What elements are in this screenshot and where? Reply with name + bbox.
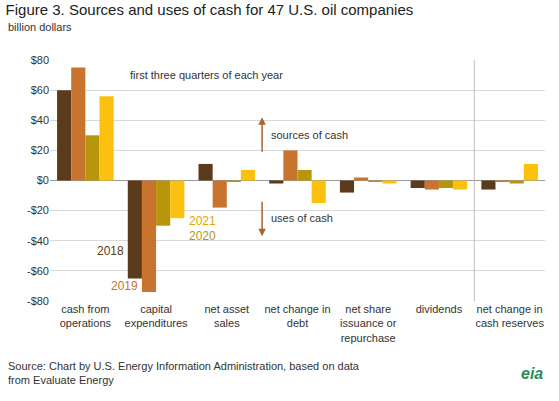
svg-text:-$40: -$40 xyxy=(27,235,49,247)
svg-text:capitalexpenditures: capitalexpenditures xyxy=(125,303,188,329)
svg-text:$80: $80 xyxy=(31,54,49,66)
svg-text:net shareissuance orrepurchase: net shareissuance orrepurchase xyxy=(340,303,397,344)
svg-text:2021: 2021 xyxy=(189,214,216,228)
svg-text:uses of cash: uses of cash xyxy=(271,212,333,224)
svg-text:billion dollars: billion dollars xyxy=(8,21,72,33)
svg-text:eia: eia xyxy=(521,365,543,382)
svg-text:cash fromoperations: cash fromoperations xyxy=(60,303,112,329)
svg-text:Figure 3. Sources and uses of: Figure 3. Sources and uses of cash for 4… xyxy=(6,1,414,18)
svg-text:net change incash reserves: net change incash reserves xyxy=(475,303,544,329)
svg-text:Source: Chart by U.S. Energy I: Source: Chart by U.S. Energy Information… xyxy=(8,360,360,386)
svg-text:$20: $20 xyxy=(31,144,49,156)
svg-text:$0: $0 xyxy=(37,174,49,186)
svg-text:-$80: -$80 xyxy=(27,295,49,307)
svg-text:net assetsales: net assetsales xyxy=(204,303,249,329)
svg-text:2020: 2020 xyxy=(189,229,216,243)
svg-text:net change indebt: net change indebt xyxy=(264,303,330,329)
svg-text:-$60: -$60 xyxy=(27,265,49,277)
svg-text:$40: $40 xyxy=(31,114,49,126)
svg-text:first three quarters of each y: first three quarters of each year xyxy=(130,69,283,81)
svg-text:dividends: dividends xyxy=(416,303,463,315)
svg-text:sources of cash: sources of cash xyxy=(271,129,348,141)
svg-text:2018: 2018 xyxy=(97,244,124,258)
svg-text:$60: $60 xyxy=(31,84,49,96)
svg-text:-$20: -$20 xyxy=(27,204,49,216)
svg-text:2019: 2019 xyxy=(111,279,138,293)
